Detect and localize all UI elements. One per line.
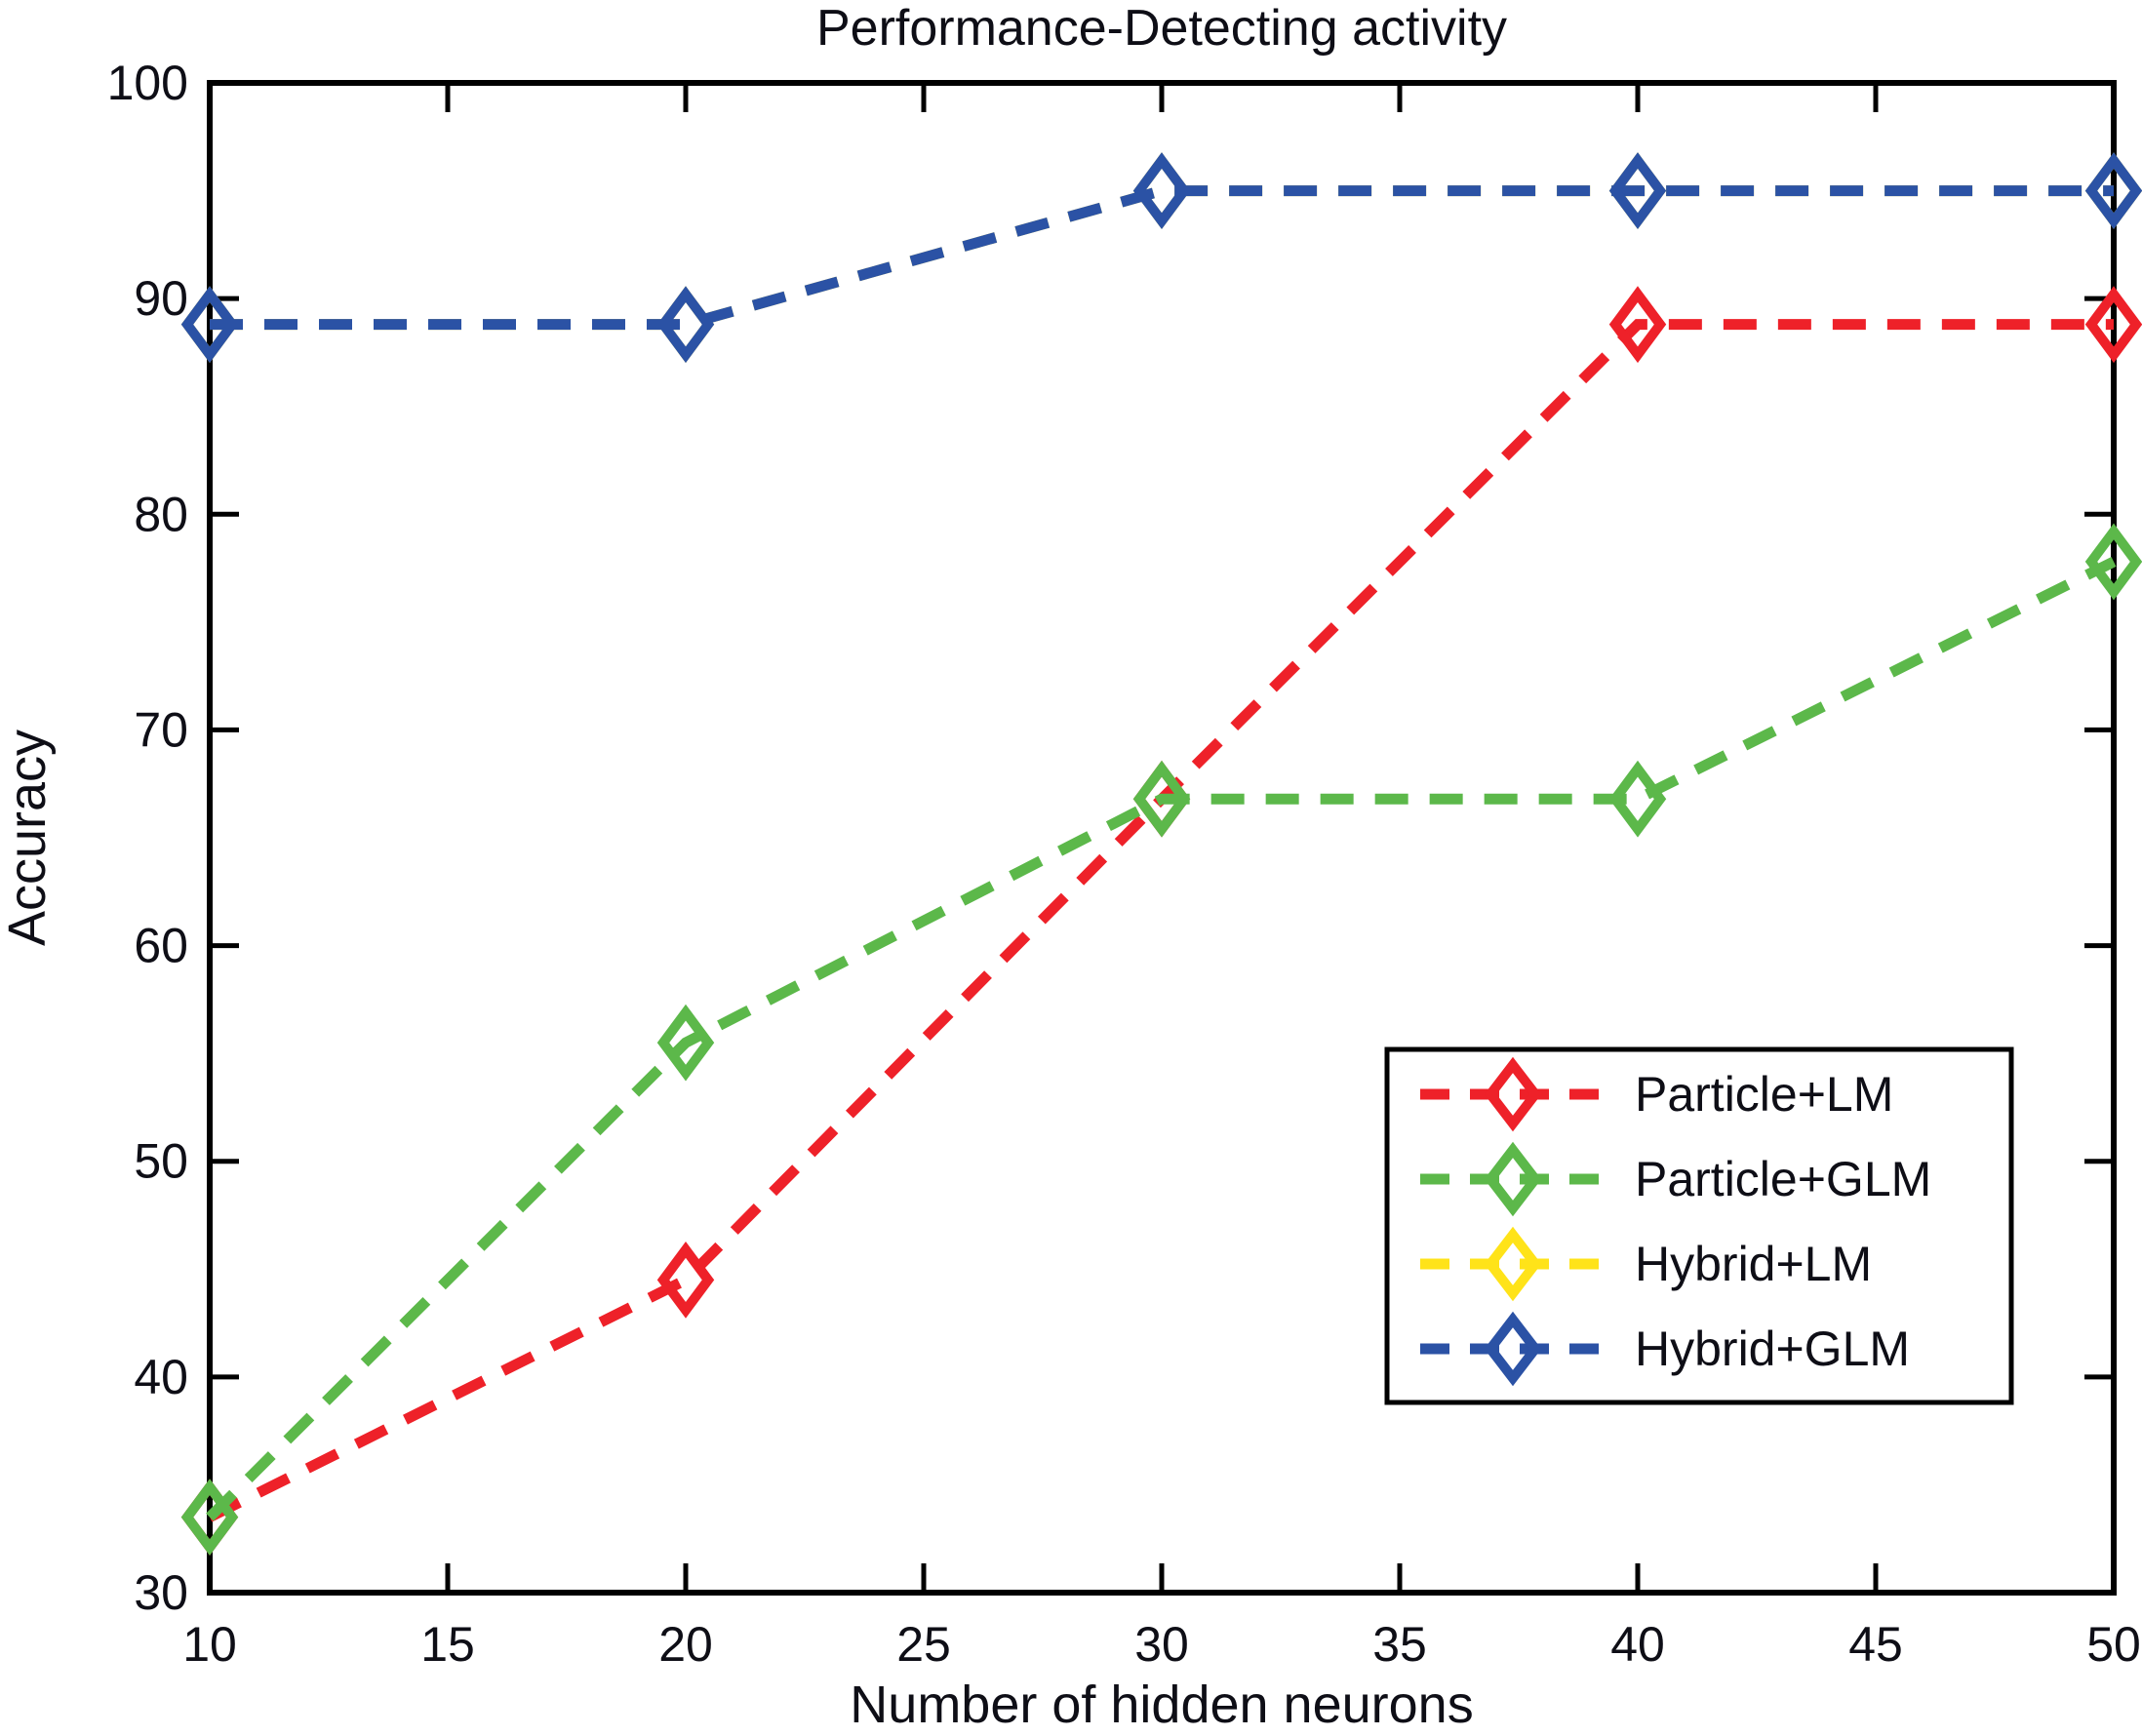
series-marker-Hybrid+GLM xyxy=(1608,152,1667,229)
legend-marker-Particle+LM xyxy=(1484,1056,1542,1132)
y-axis-label: Accuracy xyxy=(0,730,57,946)
series-line-Hybrid+GLM xyxy=(210,185,2114,331)
series-marker-Particle+LM xyxy=(2084,286,2142,364)
series-marker-Hybrid+GLM xyxy=(2084,152,2142,229)
series-marker-Hybrid+GLM xyxy=(656,286,715,364)
y-tick-label: 60 xyxy=(134,919,188,973)
series-marker-Particle+LM xyxy=(656,1241,715,1319)
series-line-Particle+GLM xyxy=(206,557,2117,1521)
chart-title: Performance-Detecting activity xyxy=(816,0,1507,57)
legend-item-label: Particle+LM xyxy=(1635,1067,1893,1122)
x-tick-label: 20 xyxy=(658,1617,713,1672)
y-tick-label: 90 xyxy=(134,271,188,326)
series-marker-Particle+GLM xyxy=(2084,523,2142,601)
legend-marker-Hybrid+GLM xyxy=(1484,1311,1542,1387)
x-axis-label: Number of hidden neurons xyxy=(850,1676,1473,1734)
plot-generated-content: 10 15 20 25 30 35 40 45 50 30 40 50 60 70 80 90 100 Parti… xyxy=(107,56,2142,1672)
legend-item-label: Particle+GLM xyxy=(1635,1152,1931,1206)
x-tick-label: 10 xyxy=(182,1617,237,1672)
y-tick-label: 30 xyxy=(134,1565,188,1620)
x-tick-label: 25 xyxy=(896,1617,951,1672)
legend-marker-Particle+GLM xyxy=(1484,1141,1542,1217)
y-tick-label: 100 xyxy=(107,56,188,110)
series-marker-Particle+GLM xyxy=(656,1004,715,1082)
x-tick-label: 15 xyxy=(420,1617,475,1672)
series-marker-Particle+LM xyxy=(1608,286,1667,364)
legend-item-label: Hybrid+GLM xyxy=(1635,1322,1910,1376)
y-tick-label: 80 xyxy=(134,487,188,541)
series-line-Hybrid+LM xyxy=(210,185,2114,331)
y-tick-label: 50 xyxy=(134,1134,188,1189)
series-marker-Hybrid+GLM xyxy=(180,286,239,364)
x-tick-label: 50 xyxy=(2086,1617,2141,1672)
x-tick-label: 35 xyxy=(1372,1617,1427,1672)
x-tick-label: 40 xyxy=(1610,1617,1665,1672)
x-tick-label: 30 xyxy=(1134,1617,1189,1672)
x-tick-label: 45 xyxy=(1848,1617,1903,1672)
series-marker-Particle+GLM xyxy=(1132,760,1191,838)
y-tick-label: 70 xyxy=(134,702,188,757)
legend-marker-Hybrid+LM xyxy=(1484,1226,1542,1302)
legend-item-label: Hybrid+LM xyxy=(1635,1237,1872,1291)
series-marker-Particle+GLM xyxy=(1608,760,1667,838)
y-tick-label: 40 xyxy=(134,1350,188,1404)
series-marker-Hybrid+GLM xyxy=(1132,152,1191,229)
series-marker-Particle+GLM xyxy=(180,1479,239,1556)
